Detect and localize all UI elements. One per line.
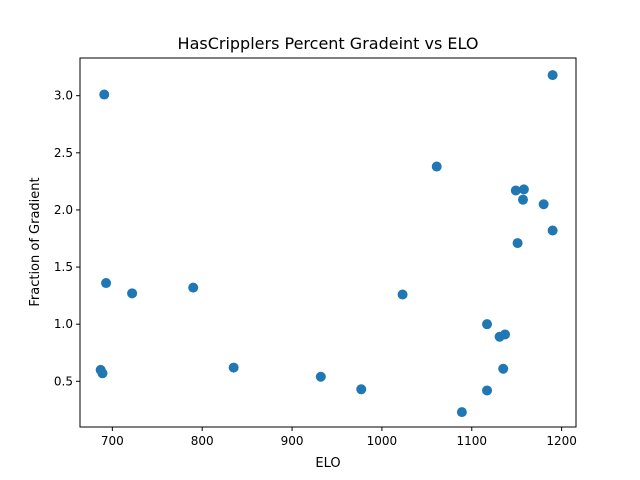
data-point: [547, 70, 558, 81]
data-point: [500, 329, 511, 340]
plot-frame: [79, 57, 577, 428]
y-tick-label: 2.5: [54, 146, 73, 160]
data-point: [315, 371, 326, 382]
y-tick-label: 0.5: [54, 374, 73, 388]
y-tick-label: 2.0: [54, 203, 73, 217]
data-point: [127, 288, 138, 299]
chart-title: HasCripplers Percent Gradeint vs ELO: [178, 34, 479, 53]
data-point: [456, 407, 467, 418]
data-point: [97, 368, 108, 379]
data-point: [99, 89, 110, 100]
data-point: [228, 362, 239, 373]
data-point: [547, 225, 558, 236]
data-point: [538, 199, 549, 210]
y-tick-label: 3.0: [54, 89, 73, 103]
data-points: [95, 70, 558, 418]
x-axis-label: ELO: [315, 456, 340, 471]
y-tick-label: 1.5: [54, 260, 73, 274]
x-tick-label: 1200: [546, 434, 577, 448]
data-point: [510, 185, 521, 196]
y-axis-ticks: 0.5 1.0 1.5 2.0 2.5 3.0: [54, 89, 80, 388]
x-tick-label: 900: [281, 434, 304, 448]
y-axis-label: Fraction of Gradient: [28, 177, 43, 306]
data-point: [397, 289, 408, 300]
data-point: [482, 385, 493, 396]
data-point: [188, 282, 199, 293]
data-point: [518, 184, 529, 195]
data-point: [101, 278, 112, 289]
data-point: [356, 384, 367, 395]
data-point: [498, 363, 509, 374]
x-tick-label: 700: [101, 434, 124, 448]
x-tick-label: 1000: [367, 434, 398, 448]
x-axis-ticks: 700 800 900 1000 1100 1200: [101, 427, 577, 448]
data-point: [431, 161, 442, 172]
x-tick-label: 800: [191, 434, 214, 448]
data-point: [482, 319, 493, 330]
y-tick-label: 1.0: [54, 317, 73, 331]
x-tick-label: 1100: [456, 434, 487, 448]
data-point: [512, 238, 523, 249]
data-point: [517, 194, 528, 205]
